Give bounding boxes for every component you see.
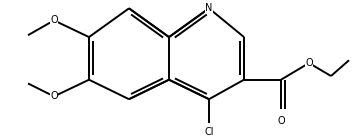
Text: O: O xyxy=(305,58,313,68)
Text: O: O xyxy=(277,116,285,126)
Text: Cl: Cl xyxy=(204,127,214,137)
Text: O: O xyxy=(50,15,58,25)
Text: N: N xyxy=(205,3,213,13)
Text: O: O xyxy=(50,91,58,101)
